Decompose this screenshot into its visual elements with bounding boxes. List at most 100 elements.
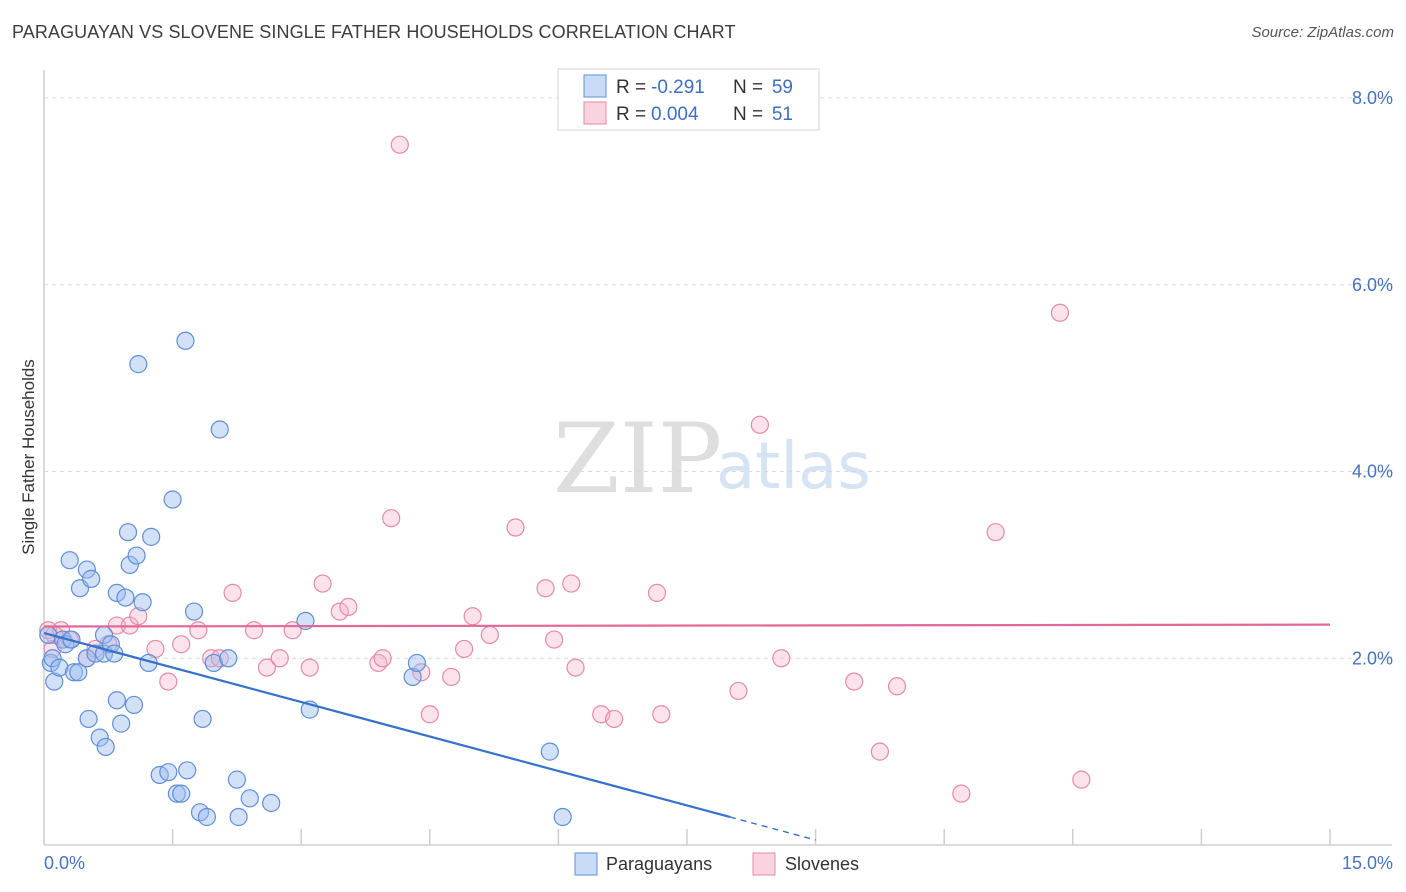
point-paraguayans [112,714,131,733]
point-slovenes [1072,770,1091,789]
point-paraguayans [163,490,182,509]
y-axis-label: Single Father Households [19,359,38,555]
trend-lines [43,623,1331,841]
y-tick-label: 6.0% [1352,275,1393,295]
legend-r-value-paraguayans: -0.291 [651,77,705,98]
legend-n-label-paraguayans: N = [733,77,763,98]
y-tick-label: 8.0% [1352,88,1393,108]
point-paraguayans [79,709,98,729]
point-paraguayans [176,331,195,350]
point-paraguayans [172,784,191,803]
point-paraguayans [229,807,248,827]
point-paraguayans [204,653,223,673]
point-paraguayans [45,672,64,691]
point-slovenes [605,709,624,729]
y-tick-label: 4.0% [1352,462,1393,482]
point-slovenes [986,523,1005,542]
point-slovenes [330,602,349,621]
point-paraguayans [118,523,138,542]
point-paraguayans [407,653,427,673]
point-paraguayans [142,527,161,546]
point-slovenes [300,658,319,677]
point-paraguayans [129,355,148,374]
point-slovenes [566,658,585,677]
point-slovenes [1050,303,1070,322]
point-paraguayans [90,728,109,747]
point-slovenes [887,677,907,696]
point-paraguayans [167,784,186,803]
watermark: ZIP atlas [553,403,871,515]
point-paraguayans [69,663,88,682]
point-slovenes [536,579,555,598]
series-slovenes-points [39,135,1091,803]
point-slovenes [952,784,971,803]
point-paraguayans [403,667,422,687]
chart-title: PARAGUAYAN VS SLOVENE SINGLE FATHER HOUS… [12,22,736,42]
point-slovenes [223,583,242,602]
point-slovenes [454,639,474,659]
point-slovenes [562,574,581,593]
point-slovenes [545,630,564,649]
point-paraguayans [184,602,204,621]
point-slovenes [313,574,332,593]
legend-swatch-paraguayans [583,74,607,98]
trend-line-slovenes [43,623,1331,628]
point-slovenes [257,658,277,677]
x-tick-marks [171,829,1331,845]
point-slovenes [270,649,289,668]
point-paraguayans [553,807,572,827]
series-legend-label-paraguayans: Paraguayans [606,854,712,874]
point-slovenes [412,663,431,682]
x-tick-label-min: 0.0% [44,853,85,873]
point-slovenes [373,649,392,668]
legend-n-value-paraguayans: 59 [772,77,793,98]
point-paraguayans [124,695,144,715]
point-slovenes [420,705,439,724]
point-paraguayans [107,583,126,602]
series-legend-swatch-paraguayans [574,852,598,876]
point-paraguayans [210,420,229,439]
watermark-atlas: atlas [716,430,871,504]
series-legend: Paraguayans Slovenes [574,852,859,876]
trend-line-paraguayans [43,631,731,819]
point-slovenes [463,607,482,626]
x-tick-label-max: 15.0% [1342,853,1393,873]
point-paraguayans [116,588,135,607]
point-slovenes [189,621,208,640]
point-paraguayans [159,763,178,782]
point-paraguayans [64,663,84,682]
legend-r-value-slovenes: 0.004 [651,104,699,125]
point-paraguayans [43,649,62,668]
point-paraguayans [262,793,281,813]
point-slovenes [845,672,864,691]
point-paraguayans [77,649,96,668]
point-paraguayans [540,742,559,761]
point-slovenes [129,607,148,626]
correlation-legend: R = -0.291 N = 59 R = 0.004 N = 51 [557,68,820,131]
watermark-zip: ZIP [553,403,722,515]
point-paraguayans [96,737,115,757]
point-paraguayans [120,555,139,574]
axes [43,70,1392,846]
point-slovenes [172,635,191,654]
chart-source: Source: ZipAtlas.com [1251,24,1394,41]
point-slovenes [870,742,890,761]
point-slovenes [729,681,748,701]
point-paraguayans [107,691,126,710]
legend-swatch-slovenes [583,101,607,125]
point-slovenes [390,135,409,154]
y-tick-label: 2.0% [1352,648,1393,668]
point-slovenes [442,667,461,687]
y-tick-labels: 2.0% 4.0% 6.0% 8.0% [1352,88,1393,668]
point-paraguayans [127,546,146,565]
point-paraguayans [82,569,101,588]
point-paraguayans [60,551,79,570]
legend-n-value-slovenes: 51 [772,104,793,125]
point-paraguayans [227,770,246,789]
point-paraguayans [133,593,152,612]
point-paraguayans [197,807,216,827]
point-paraguayans [77,560,96,579]
point-paraguayans [178,761,197,780]
series-legend-label-slovenes: Slovenes [785,854,859,874]
point-slovenes [159,672,178,691]
